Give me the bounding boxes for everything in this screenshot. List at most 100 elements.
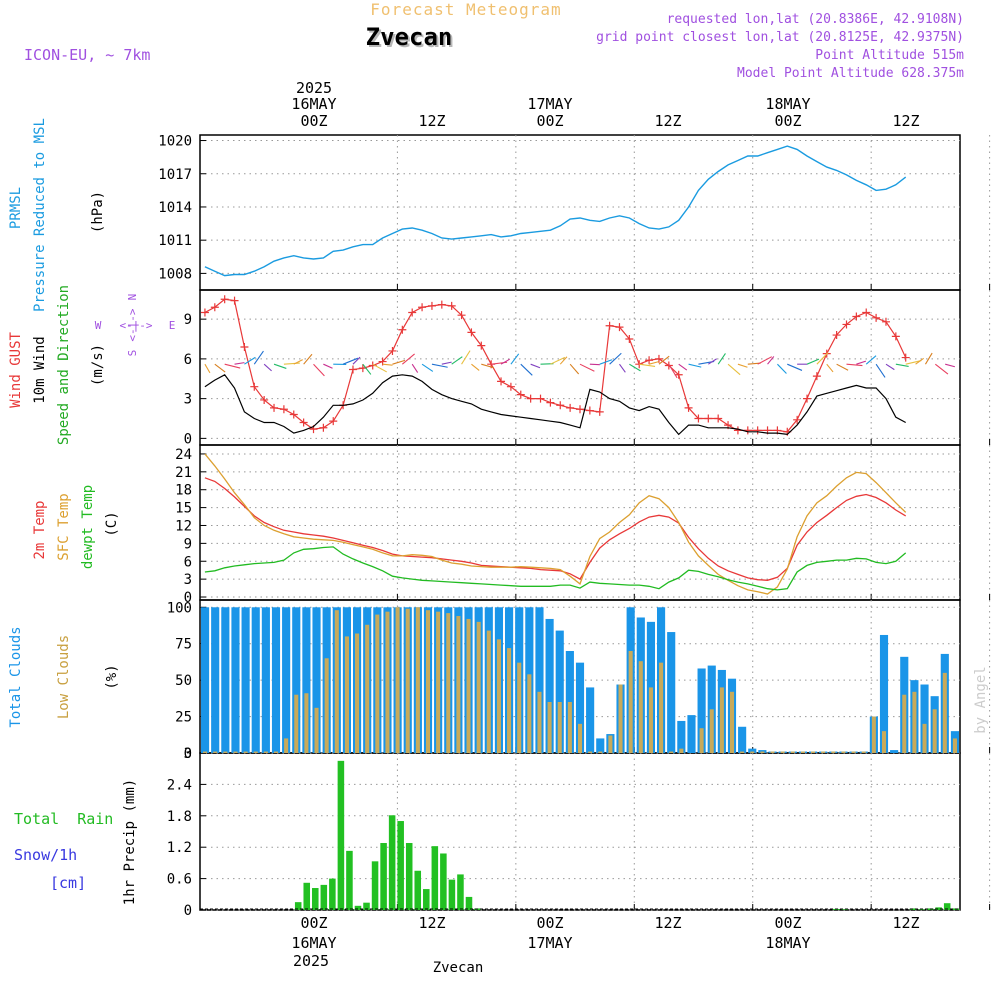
y-tick-label: 3 — [184, 392, 192, 408]
gust-marker — [200, 308, 209, 317]
hpa-unit-label: (hPa) — [90, 191, 106, 233]
low-cloud-bar — [669, 751, 674, 753]
wind-direction-arrow — [234, 362, 245, 365]
total-cloud-bar — [231, 607, 240, 753]
low-cloud-bar — [851, 751, 856, 753]
y-tick-label: 9 — [184, 536, 192, 552]
model-label: ICON-EU, ~ 7km — [24, 46, 150, 64]
gust-marker — [546, 398, 555, 407]
panel-frame-pressure — [199, 134, 961, 291]
wind-direction-arrow — [520, 363, 533, 376]
requested-coords: requested lon,lat (20.8386E, 42.9108N) — [667, 12, 964, 27]
low-cloud-bar — [537, 691, 542, 753]
wind-direction-arrow — [382, 363, 393, 366]
total-cloud-bar — [302, 607, 311, 753]
wind-direction-arrow — [757, 356, 773, 365]
total-cloud-bar — [241, 607, 250, 753]
y-tick-label: 18 — [175, 483, 192, 499]
wind-direction-arrow — [263, 363, 272, 372]
y-tick-label: 50 — [175, 673, 192, 689]
y-tick-label: 21 — [175, 465, 192, 481]
wind-direction-arrow — [609, 352, 622, 365]
top-date-17may: 17MAY — [527, 95, 572, 113]
gust-marker — [240, 342, 249, 351]
wind-direction-arrow — [934, 363, 949, 375]
low-cloud-bar — [577, 723, 583, 753]
gust-marker — [645, 356, 654, 365]
gust-marker — [388, 346, 397, 355]
y-tick-label: 25 — [175, 710, 192, 726]
wind-direction-arrow — [273, 363, 287, 369]
low-cloud-bar — [719, 687, 724, 753]
gust-marker — [418, 303, 427, 312]
low-cloud-bar — [284, 738, 289, 753]
y-tick-label: 24 — [175, 447, 192, 463]
rain-bar — [380, 843, 387, 910]
rain-bar — [457, 874, 464, 910]
gust-marker — [615, 323, 624, 332]
rain-bar — [414, 870, 422, 910]
gust-marker — [743, 426, 752, 435]
rain-bar — [294, 902, 302, 910]
low-cloud-bar — [679, 748, 684, 753]
gust-marker — [526, 394, 535, 403]
total-cloud-bar — [555, 630, 564, 753]
gust-marker — [812, 372, 821, 381]
bottom-hour-12z-16: 12Z — [418, 914, 445, 932]
wind-direction-arrow — [678, 363, 688, 371]
gust-marker — [260, 395, 269, 404]
dewpt-line — [204, 546, 907, 591]
location-title: Zvecan — [366, 23, 453, 51]
low-cloud-bar — [902, 694, 907, 753]
bottom-date-17may: 17MAY — [527, 934, 572, 952]
bottom-hour-12z-18: 12Z — [892, 914, 919, 932]
wind-direction-arrow — [293, 359, 303, 365]
total-cloud-bar — [312, 607, 321, 753]
gust-marker — [437, 300, 446, 309]
wind-direction-arrow — [865, 355, 877, 365]
wind-direction-arrow — [905, 360, 922, 365]
top-date-18may: 18MAY — [765, 95, 810, 113]
low-cloud-bar — [375, 614, 380, 753]
wind-direction-arrow — [737, 363, 748, 368]
low-cloud-bar — [344, 636, 349, 753]
total-cloud-bar — [282, 607, 291, 753]
y-tick-label: 100 — [167, 600, 192, 616]
gust-marker — [408, 308, 417, 317]
total-cloud-bar — [697, 668, 706, 753]
low-cloud-bar — [831, 751, 836, 753]
y-tick-label: 1.8 — [167, 809, 192, 825]
y-tick-label: 1.2 — [167, 840, 192, 856]
low-cloud-bar — [598, 751, 603, 753]
low-cloud-bar — [618, 684, 623, 753]
wind-direction-arrow — [717, 353, 726, 365]
low-cloud-bar — [588, 751, 593, 753]
top-hour-00z-16: 00Z — [300, 112, 327, 130]
gust-marker — [842, 320, 851, 329]
total-cloud-bar — [261, 607, 270, 753]
wind-direction-arrow — [589, 363, 600, 366]
wind-direction-arrow — [856, 360, 867, 365]
wind-direction-arrow — [253, 350, 264, 365]
wind-direction-arrow — [816, 352, 829, 365]
low-cloud-bar — [821, 751, 826, 753]
wind-direction-arrow — [846, 363, 863, 367]
wind-direction-arrow — [283, 362, 300, 365]
rain-bar — [431, 846, 439, 910]
wind-direction-arrow — [579, 363, 595, 372]
gust-marker — [852, 312, 861, 321]
gust-marker — [447, 301, 456, 310]
chart-title: Forecast Meteogram — [370, 0, 561, 19]
ms-unit-label: (m/s) — [90, 344, 106, 386]
low-cloud-bar — [466, 618, 471, 753]
wind-direction-arrow — [224, 363, 241, 369]
bottom-date-16may: 16MAY — [291, 934, 336, 952]
precip-unit-label: 1hr Precip (mm) — [122, 779, 138, 905]
gust-marker — [220, 295, 229, 304]
gust-marker — [654, 354, 663, 363]
rain-bar — [329, 878, 336, 910]
wind-direction-arrow — [451, 356, 463, 365]
wind-direction-arrow — [727, 363, 741, 376]
low-cloud-bar — [912, 691, 917, 753]
